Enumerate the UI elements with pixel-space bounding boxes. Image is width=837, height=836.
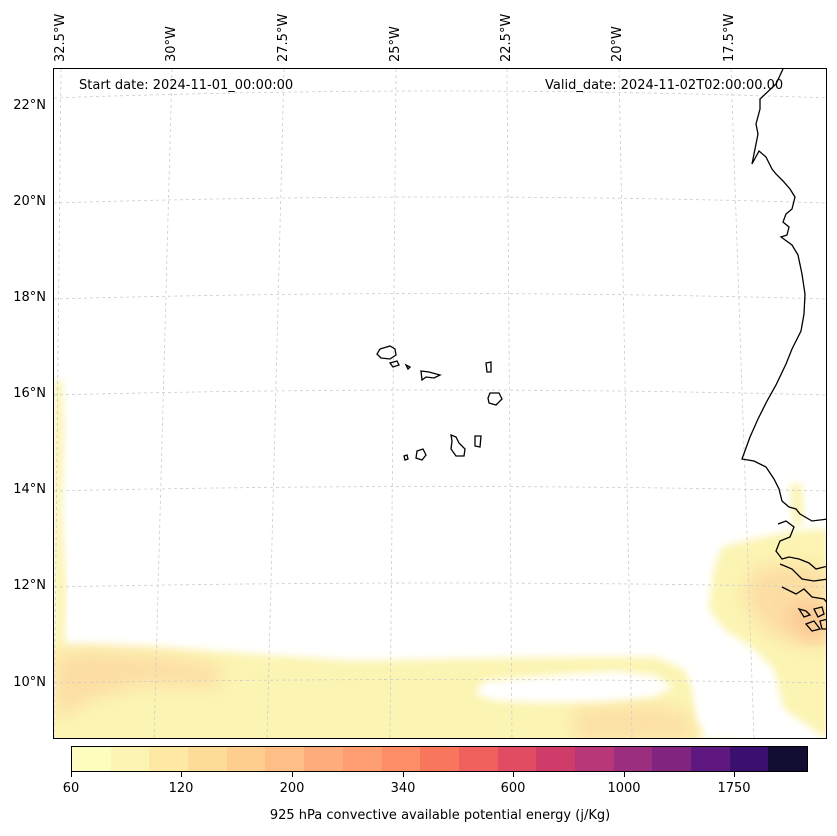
gridline-lon-27.5	[266, 69, 285, 738]
colorbar-segment-16	[691, 747, 730, 771]
cape-white-gap	[474, 671, 674, 703]
colorbar-label-60: 60	[62, 781, 80, 796]
coast-africa-guinea	[781, 586, 826, 603]
colorbar-segment-12	[536, 747, 575, 771]
colorbar-label-340: 340	[390, 781, 416, 796]
island-santiago	[450, 433, 466, 457]
colorbar-label-600: 600	[500, 781, 526, 796]
colorbar-segment-17	[729, 747, 769, 771]
gridline-lon-20	[618, 69, 633, 738]
colorbar-segment-9	[420, 747, 459, 771]
colorbar-segment-11	[497, 747, 537, 771]
island-sal	[485, 361, 492, 373]
gridlines	[54, 69, 826, 738]
gridline-lon-25	[389, 69, 397, 738]
colorbar-segment-6	[304, 747, 343, 771]
coastlines	[376, 69, 826, 632]
colorbar-tick-60	[71, 772, 72, 777]
gridline-lon-32.5	[54, 69, 62, 738]
island-santa-luzia	[404, 363, 412, 371]
cape-western-strip	[54, 379, 66, 669]
lat-label-20: 20°N	[13, 194, 46, 209]
coast-bijagos-1	[797, 607, 812, 618]
gridline-lat-18	[54, 293, 826, 300]
colorbar-segment-18	[768, 747, 808, 771]
lon-label-22.5: 22.5°W	[499, 13, 514, 62]
island-santo-antao	[376, 345, 397, 360]
coast-bijagos-4	[819, 618, 826, 630]
lat-label-22: 22°N	[13, 98, 46, 113]
colorbar-title: 925 hPa convective available potential e…	[269, 808, 611, 823]
island-sao-nicolau	[420, 370, 442, 382]
gridline-lon-22.5	[506, 69, 513, 738]
gridline-lat-10	[54, 679, 826, 684]
colorbar-segment-4	[226, 747, 266, 771]
colorbar-segment-7	[342, 747, 382, 771]
colorbar-tick-340	[403, 772, 404, 777]
colorbar-segment-5	[265, 747, 305, 771]
colorbar-tick-120	[181, 772, 182, 777]
colorbar-segment-14	[613, 747, 653, 771]
colorbar-segment-8	[381, 747, 421, 771]
colorbar-segment-0	[72, 747, 111, 771]
coast-africa-gambia	[775, 520, 826, 570]
start-date-label: Start date: 2024-11-01_00:00:00	[79, 78, 294, 93]
lon-label-25: 25°W	[388, 26, 403, 62]
colorbar-label-120: 120	[168, 781, 194, 796]
map-canvas	[54, 69, 826, 738]
cape-mid-west	[54, 651, 224, 719]
island-sao-vicente	[388, 360, 400, 368]
island-boa-vista	[487, 392, 503, 406]
gridline-lat-20	[54, 196, 826, 204]
island-fogo	[415, 448, 427, 461]
valid-date-label: Valid_date: 2024-11-02T02:00:00.00	[545, 78, 784, 93]
lon-label-17.5: 17.5°W	[722, 13, 737, 62]
colorbar-segment-13	[574, 747, 614, 771]
lat-label-14: 14°N	[13, 482, 46, 497]
lat-label-12: 12°N	[13, 578, 46, 593]
island-brava	[403, 454, 409, 461]
cape-field	[54, 379, 826, 738]
colorbar-tick-1750	[734, 772, 735, 777]
coast-africa-north	[741, 69, 826, 522]
lon-label-30: 30°W	[164, 26, 179, 62]
colorbar-segment-15	[652, 747, 691, 771]
coast-africa-guinea-bissau	[779, 563, 826, 582]
colorbar-label-1750: 1750	[717, 781, 751, 796]
lat-label-10: 10°N	[13, 675, 46, 690]
colorbar	[71, 746, 808, 772]
lon-label-32.5: 32.5°W	[53, 13, 68, 62]
colorbar-tick-1000	[624, 772, 625, 777]
colorbar-tick-200	[292, 772, 293, 777]
lat-label-18: 18°N	[13, 290, 46, 305]
colorbar-segment-2	[149, 747, 189, 771]
map-panel[interactable]	[53, 68, 827, 739]
colorbar-segment-1	[110, 747, 150, 771]
colorbar-segment-3	[188, 747, 227, 771]
gridline-lat-16	[54, 389, 826, 396]
island-maio	[474, 435, 482, 448]
colorbar-label-200: 200	[279, 781, 305, 796]
lon-label-20: 20°W	[610, 26, 625, 62]
cape-coast-upper	[790, 484, 804, 531]
gridline-lat-22	[54, 90, 826, 99]
cape-white-gap-east	[694, 659, 784, 738]
lat-label-16: 16°N	[13, 386, 46, 401]
coast-bijagos-2	[813, 606, 825, 618]
colorbar-segment-10	[458, 747, 498, 771]
lon-label-27.5: 27.5°W	[276, 13, 291, 62]
colorbar-label-1000: 1000	[607, 781, 641, 796]
colorbar-tick-600	[513, 772, 514, 777]
gridline-lat-12	[54, 582, 826, 588]
cape-mid-south	[574, 704, 694, 738]
coast-bijagos-3	[804, 620, 822, 632]
gridline-lat-14	[54, 486, 826, 492]
gridline-lon-30	[153, 69, 173, 738]
gridline-lon-17.5	[730, 69, 755, 738]
